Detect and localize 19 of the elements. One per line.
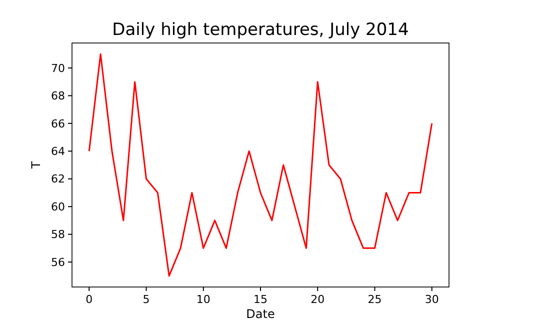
x-tick-label: 15 xyxy=(254,293,268,306)
chart-title: Daily high temperatures, July 2014 xyxy=(112,20,409,40)
x-tick-label: 30 xyxy=(424,293,439,306)
x-axis-title: Date xyxy=(246,307,275,321)
x-tick-label: 5 xyxy=(142,293,150,306)
y-tick-label: 70 xyxy=(51,62,65,75)
x-tick-label: 25 xyxy=(368,293,382,306)
x-tick-label: 20 xyxy=(310,293,325,306)
y-tick-label: 60 xyxy=(51,200,65,214)
y-tick-label: 56 xyxy=(51,256,65,269)
x-tick-label: 0 xyxy=(86,293,93,306)
y-axis-title: T xyxy=(29,160,43,170)
y-tick-label: 64 xyxy=(51,144,65,158)
y-tick-label: 66 xyxy=(51,117,65,130)
x-tick-label: 10 xyxy=(196,293,210,306)
y-tick-label: 62 xyxy=(51,172,65,186)
y-tick-label: 68 xyxy=(51,90,65,103)
y-tick-label: 58 xyxy=(51,228,65,242)
line-series xyxy=(88,53,433,277)
